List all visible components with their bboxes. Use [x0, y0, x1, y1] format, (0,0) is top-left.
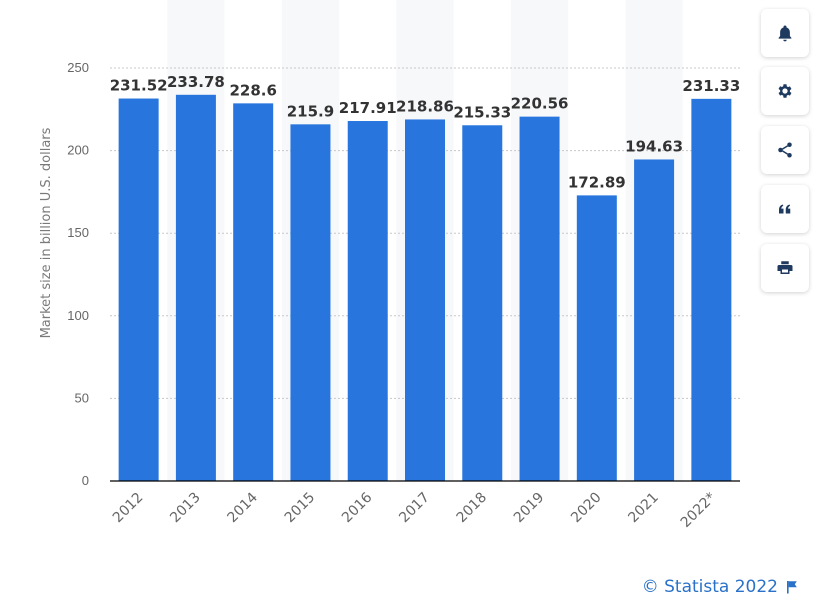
y-tick-label: 0	[82, 473, 89, 488]
settings-button[interactable]	[761, 67, 809, 115]
flag-icon[interactable]	[786, 580, 798, 594]
bar[interactable]	[576, 195, 617, 481]
x-tick-label: 2014	[224, 489, 261, 526]
value-label: 220.56	[511, 95, 569, 113]
value-label: 228.6	[229, 81, 276, 99]
y-tick-label: 50	[75, 390, 89, 405]
x-tick-label: 2020	[568, 490, 605, 527]
y-tick-labels: 0 50 100 150 200 250	[67, 60, 89, 488]
value-label: 218.86	[396, 97, 454, 115]
x-tick-label: 2016	[339, 489, 376, 526]
gear-icon	[778, 84, 792, 98]
value-label: 215.9	[287, 102, 334, 120]
x-tick-label: 2013	[167, 490, 204, 527]
x-tick-label: 2017	[396, 490, 433, 527]
bar[interactable]	[519, 116, 560, 481]
value-label: 231.33	[682, 77, 740, 95]
bar[interactable]	[347, 121, 388, 481]
value-label: 194.63	[625, 137, 683, 155]
value-label: 172.89	[568, 173, 626, 191]
y-axis-label: Market size in billion U.S. dollars	[39, 127, 54, 338]
bar[interactable]	[175, 94, 216, 481]
printer-icon	[777, 261, 793, 274]
x-tick-label: 2021	[625, 490, 662, 527]
x-tick-label: 2019	[511, 490, 548, 527]
value-label: 233.78	[167, 73, 225, 91]
y-tick-label: 100	[67, 308, 89, 323]
bar[interactable]	[691, 98, 732, 482]
bar[interactable]	[233, 103, 274, 482]
copyright-text[interactable]: © Statista 2022	[641, 577, 778, 597]
bar[interactable]	[634, 159, 675, 481]
x-tick-labels: 2012 2013 2014 2015 2016 2017 2018 2019 2020 2021…	[110, 489, 719, 531]
x-tick-label: 2015	[282, 490, 319, 527]
bar[interactable]	[405, 119, 445, 481]
y-tick-label: 200	[67, 143, 89, 158]
bars	[118, 94, 732, 482]
y-tick-label: 250	[67, 60, 89, 75]
bell-icon	[778, 25, 792, 42]
footer: © Statista 2022	[642, 577, 798, 597]
x-tick-label: 2022*	[678, 490, 719, 531]
quote-icon	[779, 204, 791, 214]
share-icon	[778, 142, 792, 158]
notification-button[interactable]	[761, 9, 809, 57]
value-label: 215.33	[453, 103, 511, 121]
x-tick-label: 2018	[454, 490, 491, 527]
print-button[interactable]	[761, 244, 809, 292]
value-label: 217.91	[339, 99, 397, 117]
x-tick-label: 2012	[110, 490, 147, 527]
bar[interactable]	[290, 124, 331, 482]
value-label: 231.52	[110, 77, 168, 95]
y-tick-label: 150	[67, 225, 89, 240]
bar[interactable]	[118, 98, 159, 481]
share-button[interactable]	[761, 126, 809, 174]
value-labels: 231.52 233.78 228.6 215.9 217.91 218.86 215.33…	[110, 73, 741, 192]
cite-button[interactable]	[761, 185, 809, 233]
bar[interactable]	[462, 125, 503, 481]
